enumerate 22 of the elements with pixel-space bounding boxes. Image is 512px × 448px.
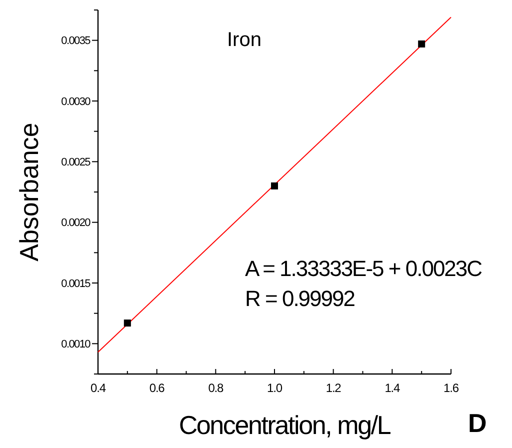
annotation: A = 1.33333E-5 + 0.0023C bbox=[245, 256, 483, 281]
y-tick-label: 0.0015 bbox=[61, 278, 91, 290]
point bbox=[271, 182, 278, 190]
y-tick-label: 0.0030 bbox=[61, 96, 91, 108]
annotation: R = 0.99992 bbox=[245, 286, 356, 311]
y-tick-label: 0.0025 bbox=[61, 156, 91, 169]
x-tick-label: 1.6 bbox=[444, 381, 460, 395]
text: D bbox=[468, 408, 487, 438]
y-tick-label: 0.0020 bbox=[61, 217, 91, 230]
x-tick-label: 1.2 bbox=[326, 381, 342, 395]
text: Iron bbox=[227, 29, 262, 51]
x-tick-label: 0.4 bbox=[90, 381, 106, 395]
x-tick-label: 1.4 bbox=[384, 381, 401, 395]
x-tick-label: 0.6 bbox=[149, 381, 166, 395]
y-tick-label: 0.0035 bbox=[61, 35, 91, 48]
x-axis-title: Concentration, mg/L bbox=[178, 410, 391, 440]
point bbox=[124, 320, 131, 327]
x-tick-label: 1.0 bbox=[267, 381, 283, 395]
x-tick-label: 0.8 bbox=[208, 381, 224, 395]
y-tick-label: 0.0010 bbox=[61, 338, 91, 351]
y-axis-title: Absorbance bbox=[14, 122, 44, 262]
point bbox=[418, 40, 426, 48]
